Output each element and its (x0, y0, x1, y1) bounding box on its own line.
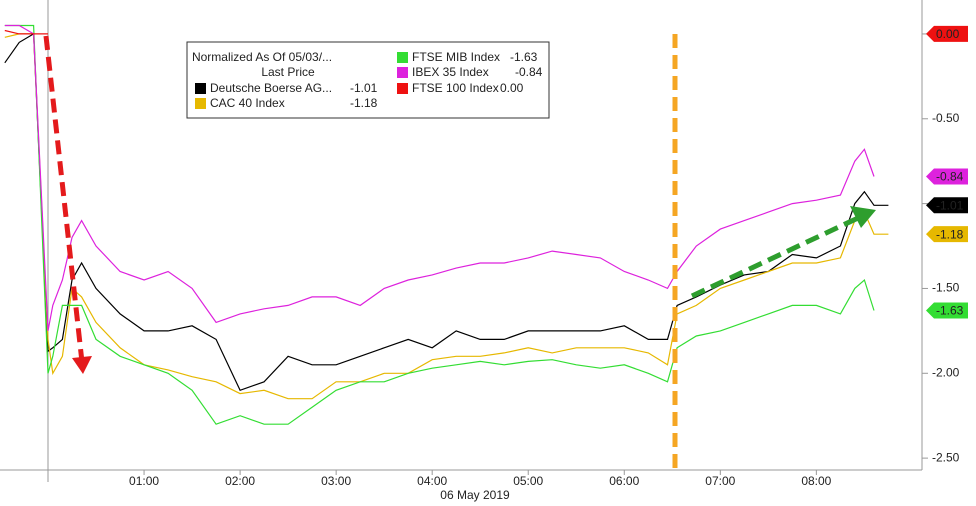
x-tick-label: 02:00 (225, 474, 255, 488)
legend-value: -1.01 (350, 81, 378, 95)
y-tick-label: -2.50 (932, 450, 960, 464)
series-line (4, 29, 48, 35)
annotation-arrow (43, 35, 85, 363)
last-value-label: -0.84 (936, 170, 964, 184)
legend-label: CAC 40 Index (210, 96, 285, 110)
y-tick-label: -0.50 (932, 111, 960, 125)
legend-value: -0.84 (515, 65, 543, 79)
series-line (4, 24, 875, 332)
x-tick-label: 04:00 (417, 474, 447, 488)
last-value-tag (926, 197, 968, 214)
last-value-label: -1.01 (936, 198, 964, 212)
legend-swatch (397, 83, 408, 94)
series-line (4, 24, 875, 425)
x-tick-label: 06:00 (609, 474, 639, 488)
x-axis-label: 06 May 2019 (440, 488, 510, 502)
legend-label: IBEX 35 Index (412, 65, 489, 79)
legend-swatch (195, 98, 206, 109)
y-tick-label: -2.00 (932, 365, 960, 379)
legend-value: -1.63 (510, 50, 538, 64)
last-value-label: -1.18 (936, 227, 964, 241)
y-tick-label: -1.50 (932, 281, 960, 295)
x-tick-label: 07:00 (705, 474, 735, 488)
legend-label: FTSE MIB Index (412, 50, 500, 64)
x-tick-label: 05:00 (513, 474, 543, 488)
legend-value: -1.18 (350, 96, 378, 110)
legend-value: 0.00 (500, 81, 524, 95)
last-value-tag (926, 168, 968, 185)
legend-box (186, 41, 550, 119)
legend-swatch (397, 67, 408, 78)
legend-swatch (195, 83, 206, 94)
series-line (4, 33, 889, 400)
legend-label: Deutsche Boerse AG... (210, 81, 332, 95)
last-value-tag (926, 226, 968, 243)
x-tick-label: 08:00 (801, 474, 831, 488)
series-line (4, 32, 889, 392)
x-tick-label: 03:00 (321, 474, 351, 488)
last-value-label: 0.00 (936, 27, 960, 41)
last-value-tag (926, 302, 968, 319)
last-value-tag (926, 25, 968, 42)
annotation-arrow (690, 215, 860, 299)
legend-subtitle: Last Price (261, 65, 315, 79)
last-value-label: -1.63 (936, 304, 964, 318)
arrow-head (850, 206, 876, 228)
legend-swatch (397, 52, 408, 63)
legend: Normalized As Of 05/03/... Last Price De… (186, 41, 550, 119)
arrow-head (72, 356, 92, 374)
x-tick-label: 01:00 (129, 474, 159, 488)
legend-title: Normalized As Of 05/03/... (192, 50, 332, 64)
legend-label: FTSE 100 Index (412, 81, 499, 95)
